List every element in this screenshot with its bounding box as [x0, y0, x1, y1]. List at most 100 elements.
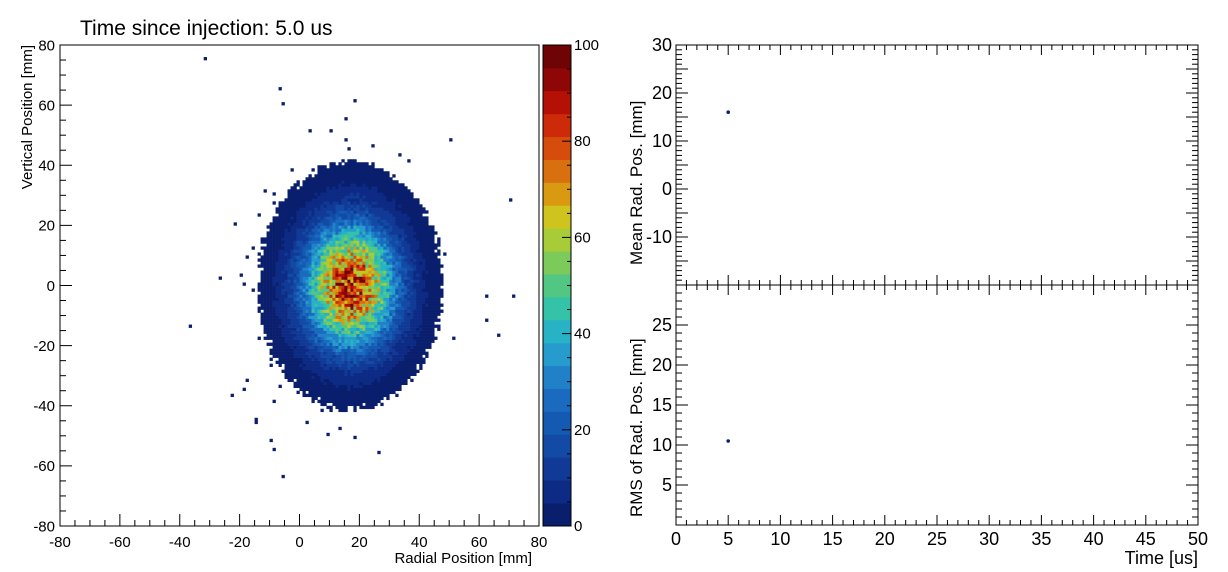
- heatmap-bin: [404, 210, 408, 214]
- heatmap-bin: [260, 312, 264, 316]
- heatmap-bin: [386, 303, 390, 307]
- heatmap-bin: [407, 222, 411, 226]
- heatmap-bin: [260, 237, 264, 241]
- heatmap-bin: [389, 198, 393, 202]
- heatmap-bin: [356, 240, 360, 244]
- heatmap-bin: [422, 270, 426, 274]
- heatmap-bin: [323, 345, 327, 349]
- heatmap-bin: [395, 309, 399, 313]
- heatmap-bin: [347, 213, 351, 217]
- heatmap-bin: [305, 237, 309, 241]
- heatmap-bin: [428, 282, 432, 286]
- heatmap-bin: [425, 228, 429, 232]
- heatmap-bin: [329, 384, 333, 389]
- heatmap-bin: [317, 384, 321, 389]
- heatmap-bin: [353, 366, 357, 370]
- heatmap-bin: [386, 387, 390, 392]
- heatmap-bin: [263, 294, 267, 298]
- heatmap-bin: [407, 252, 411, 256]
- heatmap-bin: [299, 306, 303, 310]
- heatmap-bin: [389, 207, 393, 211]
- heatmap-bin: [398, 330, 402, 334]
- heatmap-bin: [314, 303, 318, 307]
- heatmap-bin: [257, 297, 261, 301]
- heatmap-bin: [368, 321, 372, 325]
- heatmap-bin: [332, 240, 336, 244]
- heatmap-bin: [440, 264, 444, 268]
- heatmap-bin: [359, 198, 363, 202]
- heatmap-bin: [341, 243, 345, 247]
- heatmap-bin: [344, 117, 348, 121]
- heatmap-bin: [419, 327, 423, 331]
- heatmap-bin: [347, 246, 351, 250]
- heatmap-bin: [398, 333, 402, 337]
- heatmap-bin: [395, 192, 399, 196]
- heatmap-bin: [263, 312, 267, 316]
- tick-label: 35: [1031, 529, 1051, 549]
- heatmap-bin: [296, 261, 300, 265]
- heatmap-bin: [425, 288, 429, 292]
- heatmap-bin: [377, 210, 381, 214]
- heatmap-bin: [299, 210, 303, 214]
- heatmap-bin: [308, 321, 312, 325]
- heatmap-bin: [413, 297, 417, 301]
- heatmap-bin: [281, 273, 285, 277]
- heatmap-bin: [416, 339, 420, 343]
- heatmap-bin: [398, 225, 402, 229]
- heatmap-bin: [350, 360, 354, 364]
- heatmap-bin: [326, 312, 330, 316]
- heatmap-bin: [395, 294, 399, 298]
- heatmap-bin: [383, 225, 387, 229]
- heatmap-bin: [305, 321, 309, 325]
- heatmap-bin: [401, 357, 405, 361]
- heatmap-bin: [347, 177, 351, 181]
- heatmap-bin: [416, 357, 420, 361]
- heatmap-bin: [428, 285, 432, 289]
- heatmap-bin: [320, 408, 324, 413]
- heatmap-bin: [401, 234, 405, 238]
- heatmap-bin: [305, 270, 309, 274]
- heatmap-bin: [323, 318, 327, 322]
- heatmap-bin: [332, 345, 336, 349]
- heatmap-bin: [392, 390, 396, 395]
- heatmap-bin: [335, 204, 339, 208]
- heatmap-bin: [386, 378, 390, 382]
- heatmap-bin: [401, 189, 405, 193]
- heatmap-bin: [434, 267, 438, 271]
- heatmap-bin: [431, 279, 435, 283]
- heatmap-bin: [437, 240, 441, 244]
- heatmap-bin: [401, 345, 405, 349]
- heatmap-bin: [317, 207, 321, 211]
- heatmap-bin: [353, 237, 357, 241]
- heatmap-bin: [320, 240, 324, 244]
- heatmap-bin: [410, 192, 414, 196]
- heatmap-bin: [356, 396, 360, 401]
- heatmap-bin: [290, 369, 294, 373]
- heatmap-bin: [398, 186, 402, 190]
- heatmap-bin: [353, 360, 357, 364]
- heatmap-bin: [371, 378, 375, 382]
- heatmap-bin: [392, 384, 396, 389]
- heatmap-bin: [293, 306, 297, 310]
- heatmap-bin: [380, 336, 384, 340]
- heatmap-bin: [419, 246, 423, 250]
- heatmap-bin: [380, 207, 384, 211]
- heatmap-bin: [275, 309, 279, 313]
- heatmap-bin: [299, 327, 303, 331]
- heatmap-bin: [323, 174, 327, 178]
- heatmap-bin: [254, 420, 258, 425]
- heatmap-bin: [284, 261, 288, 265]
- heatmap-bin: [344, 405, 348, 410]
- heatmap-bin: [314, 375, 318, 379]
- heatmap-bin: [335, 258, 339, 262]
- heatmap-bin: [302, 195, 306, 199]
- heatmap-bin: [389, 183, 393, 187]
- heatmap-bin: [395, 336, 399, 340]
- heatmap-bin: [323, 327, 327, 331]
- heatmap-bin: [329, 216, 333, 220]
- heatmap-bin: [278, 246, 282, 250]
- heatmap-bin: [362, 309, 366, 313]
- heatmap-bin: [302, 327, 306, 331]
- heatmap-bin: [323, 363, 327, 367]
- heatmap-bin: [302, 225, 306, 229]
